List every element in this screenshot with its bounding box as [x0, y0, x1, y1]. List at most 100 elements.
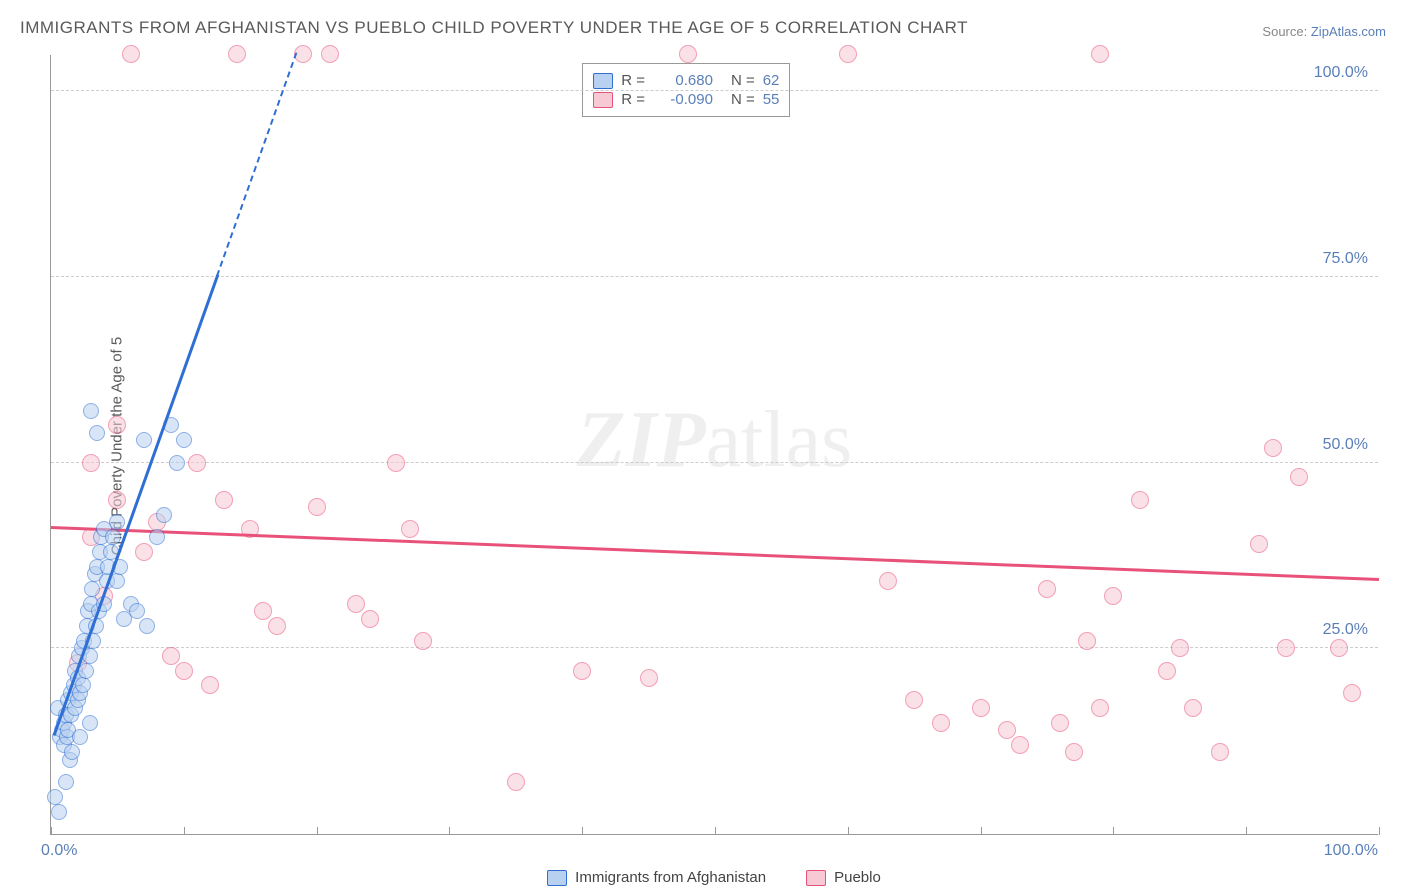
- data-point-pink: [839, 45, 857, 63]
- data-point-pink: [1091, 45, 1109, 63]
- data-point-blue: [169, 455, 185, 471]
- legend-label: Immigrants from Afghanistan: [575, 869, 766, 886]
- data-point-pink: [932, 714, 950, 732]
- trendline-blue: [216, 53, 297, 277]
- data-point-pink: [414, 632, 432, 650]
- data-point-pink: [308, 498, 326, 516]
- x-tick: [317, 827, 318, 835]
- data-point-blue: [129, 603, 145, 619]
- source-link[interactable]: ZipAtlas.com: [1311, 24, 1386, 39]
- data-point-blue: [139, 618, 155, 634]
- data-point-blue: [51, 804, 67, 820]
- data-point-blue: [75, 677, 91, 693]
- x-axis-max-label: 100.0%: [1324, 842, 1378, 860]
- data-point-pink: [135, 543, 153, 561]
- r-value: 0.680: [653, 72, 713, 89]
- data-point-pink: [1065, 743, 1083, 761]
- chart-title: IMMIGRANTS FROM AFGHANISTAN VS PUEBLO CH…: [20, 18, 968, 38]
- data-point-pink: [401, 520, 419, 538]
- data-point-pink: [1104, 587, 1122, 605]
- y-tick-label: 100.0%: [1314, 64, 1368, 82]
- data-point-pink: [347, 595, 365, 613]
- data-point-pink: [162, 647, 180, 665]
- y-tick-label: 50.0%: [1323, 436, 1368, 454]
- x-tick: [1379, 827, 1380, 835]
- x-tick: [51, 827, 52, 835]
- r-value: -0.090: [653, 91, 713, 108]
- source-label: Source:: [1262, 24, 1307, 39]
- x-tick: [1113, 827, 1114, 835]
- legend-swatch: [547, 870, 567, 886]
- data-point-pink: [1158, 662, 1176, 680]
- data-point-pink: [108, 491, 126, 509]
- data-point-pink: [1171, 639, 1189, 657]
- x-tick: [184, 827, 185, 835]
- data-point-blue: [58, 774, 74, 790]
- data-point-pink: [1250, 535, 1268, 553]
- data-point-pink: [254, 602, 272, 620]
- data-point-blue: [89, 425, 105, 441]
- data-point-pink: [1184, 699, 1202, 717]
- data-point-pink: [361, 610, 379, 628]
- data-point-pink: [82, 454, 100, 472]
- data-point-pink: [972, 699, 990, 717]
- data-point-pink: [1011, 736, 1029, 754]
- data-point-pink: [1277, 639, 1295, 657]
- data-point-pink: [268, 617, 286, 635]
- data-point-blue: [109, 514, 125, 530]
- legend-swatch: [806, 870, 826, 886]
- legend-swatch: [593, 73, 613, 89]
- gridline: [51, 90, 1378, 91]
- data-point-pink: [1038, 580, 1056, 598]
- data-point-pink: [640, 669, 658, 687]
- trendline-blue: [52, 275, 219, 737]
- watermark: ZIPatlas: [577, 394, 852, 485]
- data-point-pink: [108, 416, 126, 434]
- data-point-pink: [573, 662, 591, 680]
- x-tick: [981, 827, 982, 835]
- data-point-blue: [47, 789, 63, 805]
- data-point-blue: [82, 715, 98, 731]
- y-tick-label: 75.0%: [1323, 250, 1368, 268]
- scatter-plot-area: ZIPatlas R =0.680N =62R =-0.090N =55 0.0…: [50, 55, 1378, 835]
- data-point-pink: [1330, 639, 1348, 657]
- legend-item: Pueblo: [806, 869, 881, 886]
- watermark-light: atlas: [706, 395, 853, 483]
- data-point-blue: [64, 744, 80, 760]
- n-label: N =: [731, 72, 755, 89]
- watermark-bold: ZIP: [577, 395, 706, 483]
- series-legend: Immigrants from Afghanistan Pueblo: [50, 869, 1378, 886]
- data-point-blue: [156, 507, 172, 523]
- data-point-blue: [149, 529, 165, 545]
- data-point-blue: [136, 432, 152, 448]
- n-value: 62: [763, 72, 780, 89]
- data-point-blue: [83, 403, 99, 419]
- x-tick: [582, 827, 583, 835]
- data-point-pink: [507, 773, 525, 791]
- data-point-pink: [1211, 743, 1229, 761]
- data-point-pink: [321, 45, 339, 63]
- r-label: R =: [621, 72, 645, 89]
- gridline: [51, 462, 1378, 463]
- data-point-pink: [1078, 632, 1096, 650]
- data-point-pink: [1131, 491, 1149, 509]
- data-point-blue: [105, 529, 121, 545]
- data-point-pink: [679, 45, 697, 63]
- data-point-pink: [201, 676, 219, 694]
- legend-label: Pueblo: [834, 869, 881, 886]
- legend-item: Immigrants from Afghanistan: [547, 869, 766, 886]
- data-point-pink: [1264, 439, 1282, 457]
- data-point-blue: [176, 432, 192, 448]
- x-axis-min-label: 0.0%: [41, 842, 77, 860]
- n-value: 55: [763, 91, 780, 108]
- legend-swatch: [593, 92, 613, 108]
- r-label: R =: [621, 91, 645, 108]
- x-tick: [848, 827, 849, 835]
- legend-row: R =-0.090N =55: [593, 91, 779, 108]
- data-point-pink: [387, 454, 405, 472]
- legend-row: R = 0.680 N = 62: [593, 72, 779, 89]
- trendline-pink: [51, 526, 1379, 581]
- data-point-blue: [72, 729, 88, 745]
- data-point-pink: [879, 572, 897, 590]
- data-point-blue: [84, 581, 100, 597]
